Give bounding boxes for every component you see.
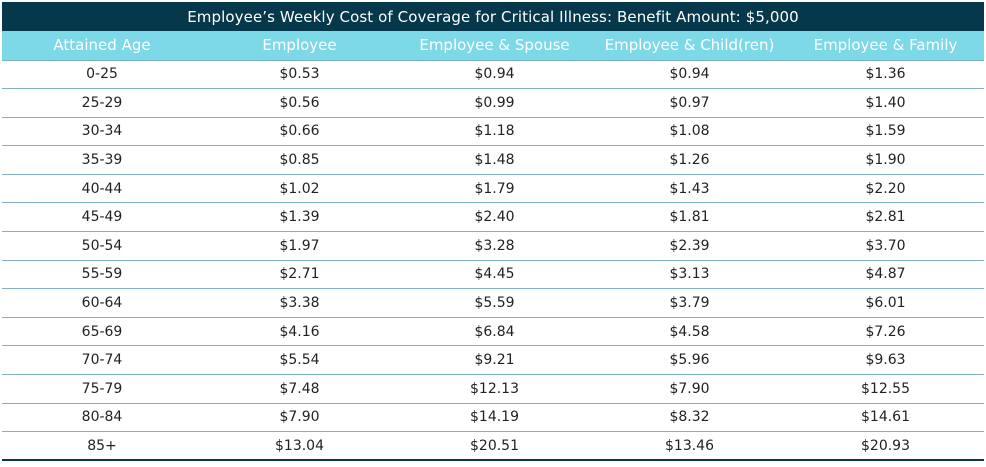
cell-employee-spouse: $4.45 (474, 266, 515, 283)
header-employee-children: Employee & Child(ren) (604, 36, 775, 55)
cell-employee-family: $4.87 (865, 266, 906, 283)
table-body: 0-25 $0.53 $0.94 $0.94 $1.36 25-29 $0.56 $0.99 $… (2, 60, 984, 461)
cell-employee-children: $4.58 (669, 323, 710, 340)
cell-employee-children: $1.08 (669, 123, 710, 140)
cell-employee-family: $1.40 (865, 94, 906, 111)
cell-employee-children: $2.39 (669, 237, 710, 254)
cell-employee-family: $1.36 (865, 66, 906, 83)
cell-employee: $2.71 (279, 266, 320, 283)
cell-employee-spouse: $6.84 (474, 323, 515, 340)
cell-employee-family: $12.55 (861, 380, 910, 397)
cell-employee: $0.85 (279, 152, 320, 169)
table-row: 70-74 $5.54 $9.21 $5.96 $9.63 (2, 346, 984, 375)
cell-attained-age: 80-84 (81, 409, 123, 426)
table-row: 85+ $13.04 $20.51 $13.46 $20.93 (2, 432, 984, 461)
table-row: 25-29 $0.56 $0.99 $0.97 $1.40 (2, 89, 984, 118)
cell-employee-spouse: $0.99 (474, 94, 515, 111)
cell-employee-spouse: $14.19 (470, 409, 519, 426)
cell-employee-children: $1.26 (669, 152, 710, 169)
cell-employee: $0.56 (279, 94, 320, 111)
table-row: 35-39 $0.85 $1.48 $1.26 $1.90 (2, 146, 984, 175)
cell-employee-spouse: $5.59 (474, 295, 515, 312)
cell-attained-age: 0-25 (86, 66, 118, 83)
cell-employee: $0.66 (279, 123, 320, 140)
cell-employee-children: $3.79 (669, 295, 710, 312)
cell-employee: $5.54 (279, 352, 320, 369)
header-employee-family: Employee & Family (813, 36, 958, 55)
cell-employee-family: $2.20 (865, 180, 906, 197)
cell-employee-spouse: $2.40 (474, 209, 515, 226)
cell-employee-children: $7.90 (669, 380, 710, 397)
cell-employee-children: $3.13 (669, 266, 710, 283)
cell-employee: $4.16 (279, 323, 320, 340)
cell-employee: $1.97 (279, 237, 320, 254)
cell-attained-age: 60-64 (81, 295, 123, 312)
cell-employee-children: $13.46 (665, 437, 714, 454)
cell-employee-family: $9.63 (865, 352, 906, 369)
cell-employee-family: $1.59 (865, 123, 906, 140)
cell-employee-children: $5.96 (669, 352, 710, 369)
cell-employee-spouse: $1.18 (474, 123, 515, 140)
cell-employee: $7.90 (279, 409, 320, 426)
cost-of-coverage-table: Attained Age Employee Employee & Spouse … (2, 31, 984, 461)
cell-employee-family: $14.61 (861, 409, 910, 426)
cell-employee: $0.53 (279, 66, 320, 83)
cell-employee-children: $0.97 (669, 94, 710, 111)
table-row: 80-84 $7.90 $14.19 $8.32 $14.61 (2, 403, 984, 432)
cell-employee-spouse: $1.48 (474, 152, 515, 169)
cell-employee-family: $6.01 (865, 295, 906, 312)
cell-attained-age: 35-39 (81, 152, 123, 169)
cell-attained-age: 65-69 (81, 323, 123, 340)
cell-employee-spouse: $12.13 (470, 380, 519, 397)
cell-attained-age: 50-54 (81, 237, 123, 254)
cell-employee-children: $1.43 (669, 180, 710, 197)
cell-employee-spouse: $0.94 (474, 66, 515, 83)
table-row: 30-34 $0.66 $1.18 $1.08 $1.59 (2, 117, 984, 146)
cell-employee-family: $1.90 (865, 152, 906, 169)
cell-employee: $3.38 (279, 295, 320, 312)
table-title: Employee’s Weekly Cost of Coverage for C… (2, 2, 984, 31)
cell-attained-age: 25-29 (81, 94, 123, 111)
cell-employee: $13.04 (275, 437, 324, 454)
cell-employee-spouse: $1.79 (474, 180, 515, 197)
header-attained-age: Attained Age (53, 36, 151, 55)
cell-employee-family: $3.70 (865, 237, 906, 254)
cell-employee-family: $2.81 (865, 209, 906, 226)
cell-attained-age: 45-49 (81, 209, 123, 226)
table-row: 0-25 $0.53 $0.94 $0.94 $1.36 (2, 60, 984, 89)
cell-employee: $7.48 (279, 380, 320, 397)
cell-employee-spouse: $20.51 (470, 437, 519, 454)
cell-attained-age: 85+ (87, 437, 117, 454)
table-row: 75-79 $7.48 $12.13 $7.90 $12.55 (2, 375, 984, 404)
header-employee-spouse: Employee & Spouse (419, 36, 570, 55)
cell-employee: $1.39 (279, 209, 320, 226)
cell-employee-children: $0.94 (669, 66, 710, 83)
cell-attained-age: 55-59 (81, 266, 123, 283)
cell-attained-age: 75-79 (81, 380, 123, 397)
cell-employee-spouse: $9.21 (474, 352, 515, 369)
cell-attained-age: 70-74 (81, 352, 123, 369)
cell-employee: $1.02 (279, 180, 320, 197)
table-row: 50-54 $1.97 $3.28 $2.39 $3.70 (2, 232, 984, 261)
table-row: 55-59 $2.71 $4.45 $3.13 $4.87 (2, 260, 984, 289)
header-employee: Employee (262, 36, 337, 55)
cell-employee-children: $8.32 (669, 409, 710, 426)
table-row: 65-69 $4.16 $6.84 $4.58 $7.26 (2, 317, 984, 346)
table-row: 45-49 $1.39 $2.40 $1.81 $2.81 (2, 203, 984, 232)
cell-employee-family: $20.93 (861, 437, 910, 454)
cell-attained-age: 30-34 (81, 123, 123, 140)
cell-employee-spouse: $3.28 (474, 237, 515, 254)
cell-employee-family: $7.26 (865, 323, 906, 340)
table-row: 40-44 $1.02 $1.79 $1.43 $2.20 (2, 174, 984, 203)
cell-attained-age: 40-44 (81, 180, 123, 197)
header-row: Attained Age Employee Employee & Spouse … (2, 31, 984, 60)
cell-employee-children: $1.81 (669, 209, 710, 226)
table-row: 60-64 $3.38 $5.59 $3.79 $6.01 (2, 289, 984, 318)
